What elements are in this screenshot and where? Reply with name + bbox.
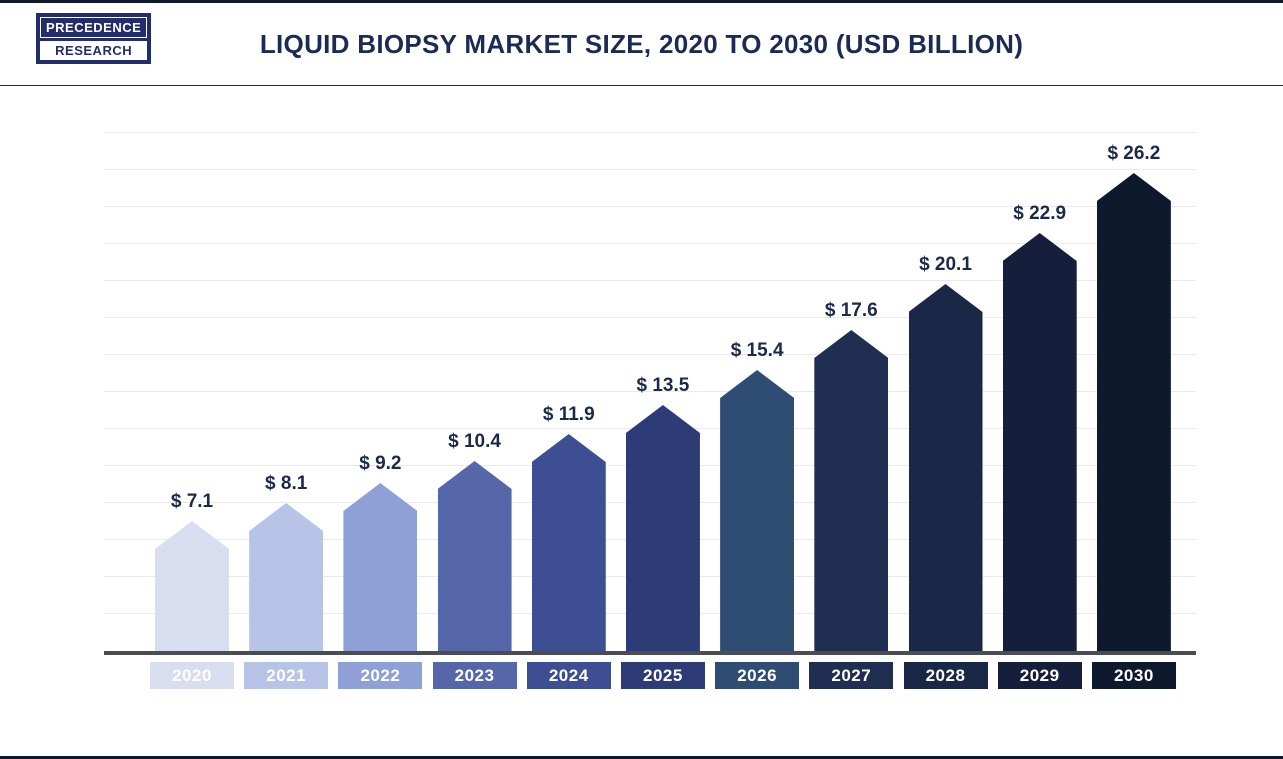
x-axis-line (104, 651, 1196, 655)
bar-value-label-2027: $ 17.6 (824, 300, 878, 321)
bar-column-2024: $ 11.9 (527, 404, 611, 651)
logo-line2: RESEARCH (40, 41, 148, 60)
chart-title: LIQUID BIOPSY MARKET SIZE, 2020 TO 2030 … (259, 28, 1024, 59)
bar-value-label-2030: $ 26.2 (1107, 143, 1161, 164)
gridline (104, 243, 1196, 244)
bar-2029 (1002, 233, 1077, 651)
precedence-research-logo: PRECEDENCE RESEARCH (36, 13, 152, 64)
year-label-2022: 2022 (338, 662, 423, 689)
gridline (104, 354, 1196, 355)
bar-column-2022: $ 9.2 (338, 453, 422, 651)
bar-column-2021: $ 8.1 (244, 473, 328, 651)
gridline (104, 280, 1196, 281)
bar-2024 (531, 434, 606, 651)
gridline (104, 132, 1196, 133)
bar-column-2020: $ 7.1 (150, 491, 234, 651)
year-label-2025: 2025 (620, 662, 705, 689)
year-label-2029: 2029 (997, 662, 1082, 689)
logo-line1: PRECEDENCE (40, 17, 148, 38)
bars-row: $ 7.1 $ 8.1 $ 9.2 $ 10.4 $ 11.9 $ 13.5 $ 15.4 $… (150, 86, 1176, 651)
header: PRECEDENCE RESEARCH LIQUID BIOPSY MARKET… (0, 3, 1283, 86)
bar-value-label-2023: $ 10.4 (448, 431, 501, 452)
bar-2021 (249, 503, 324, 651)
bar-value-label-2021: $ 8.1 (265, 473, 308, 494)
bar-column-2026: $ 15.4 (715, 340, 799, 651)
bar-2026 (720, 370, 795, 651)
chart-area: $ 7.1 $ 8.1 $ 9.2 $ 10.4 $ 11.9 $ 13.5 $ 15.4 $… (0, 86, 1283, 756)
bar-2028 (908, 284, 983, 651)
bar-2027 (814, 330, 889, 651)
gridline (104, 169, 1196, 170)
bar-column-2028: $ 20.1 (904, 254, 988, 651)
bar-2020 (155, 521, 229, 651)
year-label-2026: 2026 (715, 662, 800, 689)
gridline (104, 317, 1196, 318)
year-label-2023: 2023 (432, 662, 517, 689)
year-label-2030: 2030 (1091, 662, 1176, 689)
year-label-2024: 2024 (526, 662, 611, 689)
bar-2023 (437, 461, 512, 651)
bar-column-2025: $ 13.5 (621, 375, 705, 651)
bar-column-2030: $ 26.2 (1092, 143, 1176, 651)
bar-column-2029: $ 22.9 (998, 203, 1082, 651)
year-label-2027: 2027 (809, 662, 894, 689)
year-label-2021: 2021 (244, 662, 329, 689)
year-label-2028: 2028 (903, 662, 988, 689)
bar-value-label-2025: $ 13.5 (636, 375, 690, 396)
gridline (104, 391, 1196, 392)
year-labels-row: 2020 2021 2022 2023 2024 2025 2026 2027 2028 2029… (150, 662, 1176, 689)
bar-value-label-2024: $ 11.9 (542, 404, 595, 425)
bar-value-label-2022: $ 9.2 (359, 453, 402, 474)
year-label-2020: 2020 (150, 662, 234, 689)
bar-value-label-2028: $ 20.1 (919, 254, 972, 275)
bar-column-2027: $ 17.6 (809, 300, 893, 651)
bar-value-label-2029: $ 22.9 (1013, 203, 1067, 224)
bar-column-2023: $ 10.4 (433, 431, 517, 651)
bar-2022 (343, 483, 418, 651)
bar-value-label-2026: $ 15.4 (730, 340, 784, 361)
bar-2025 (625, 405, 700, 651)
bar-2030 (1096, 173, 1171, 651)
bar-value-label-2020: $ 7.1 (170, 491, 214, 512)
gridline (104, 206, 1196, 207)
